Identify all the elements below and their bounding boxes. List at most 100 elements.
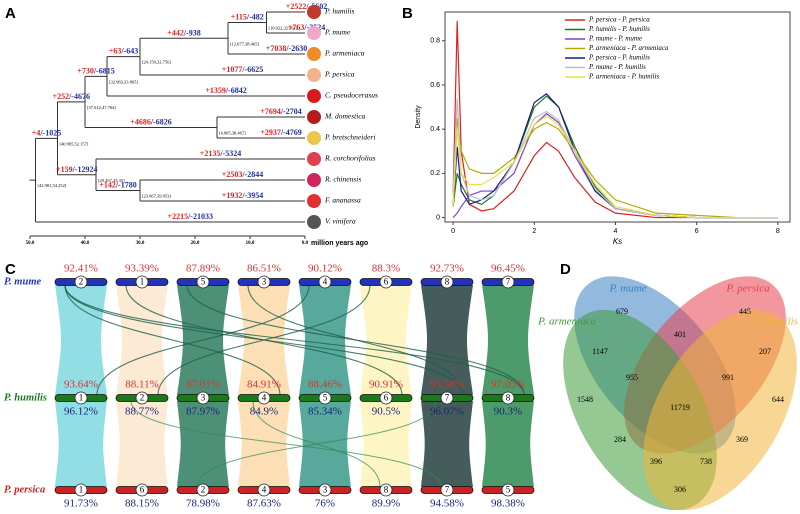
species-icon (307, 131, 321, 145)
branch-label: +4686/-6826 (130, 117, 171, 126)
branch-label: +115/-482 (231, 12, 264, 21)
gain: +1077 (222, 65, 243, 74)
identity-bottom: 88.15% (125, 498, 159, 510)
chromosome-badge (379, 391, 393, 405)
gain: +4686 (130, 117, 151, 126)
gain: +1932 (222, 191, 243, 200)
gain: +7694 (260, 107, 281, 116)
branch-label: +2215/-21033 (168, 212, 213, 221)
chromosome-badge (440, 391, 454, 405)
x-tick-label: 6 (695, 228, 699, 235)
synteny-band (482, 285, 534, 395)
legend-label: P. armeniaca - P. humilis (588, 73, 659, 81)
chromosome-id: 2 (79, 277, 84, 287)
x-tick-label: 2 (532, 228, 536, 235)
panel-label: D (560, 261, 571, 278)
gain: +159 (56, 165, 73, 174)
chromosome-id: 1 (140, 277, 145, 287)
node-ci: [42.981,54.252] (38, 183, 67, 189)
set-name: P. humilis (754, 316, 798, 328)
chromosome-id: 8 (384, 485, 389, 495)
gain: +2135 (200, 149, 221, 158)
synteny-link (64, 284, 281, 396)
set-ellipse (643, 309, 797, 511)
region-count: 11719 (670, 403, 690, 412)
synteny-band (55, 401, 107, 487)
synteny-link (130, 400, 442, 488)
legend-label: P. mume - P. humilis (588, 63, 646, 71)
chromosome-id: 4 (323, 277, 328, 287)
density-line (452, 92, 778, 219)
gain: +442 (167, 28, 184, 37)
node-ci: [40.985,52.157] (60, 141, 89, 147)
loss: /-1025 (39, 128, 61, 137)
x-tick-label: 40.0 (81, 241, 90, 246)
chromosome-id: 2 (140, 393, 145, 403)
branch-label: +252/-4676 (53, 92, 90, 101)
species-name: P. humilis (324, 7, 355, 16)
chromosome-id: 3 (262, 277, 267, 287)
node-ci: [37.612,47.764] (87, 105, 116, 111)
synteny-band (177, 401, 229, 487)
loss: /-6815 (93, 66, 115, 75)
identity-bottom: 85.34% (308, 406, 342, 418)
species-name: F. ananassa (324, 196, 361, 205)
loss: /-4676 (68, 92, 90, 101)
loss: /-3954 (241, 191, 263, 200)
set-name: P. mume (608, 283, 646, 295)
genome-name: P. persica (4, 484, 45, 495)
legend-label: P. humilis - P. humilis (588, 25, 650, 33)
synteny-band (360, 401, 412, 487)
species-name: M. domestica (324, 112, 366, 121)
chromosome-id: 6 (384, 277, 389, 287)
x-tick-label: 50.0 (26, 241, 35, 246)
genome-name: P. humilis (4, 392, 47, 403)
chromosome-badge (501, 275, 515, 289)
branch-label: +2522/-5602 (286, 2, 327, 11)
synteny-band (299, 401, 351, 487)
region-count: 1147 (592, 347, 608, 356)
branch-label: +1932/-3954 (222, 191, 263, 200)
branch-label: +1077/-6625 (222, 65, 263, 74)
species-name: V. vinifera (325, 217, 356, 226)
chromosome-badge (501, 483, 515, 497)
gain: +142 (99, 180, 116, 189)
loss: /-2630 (285, 44, 307, 53)
synteny-band (421, 401, 473, 487)
loss: /-21033 (187, 212, 213, 221)
synteny-band (55, 285, 107, 395)
y-tick-label: 0.2 (430, 170, 440, 177)
chromosome-badge (257, 275, 271, 289)
chromosome-badge (135, 391, 149, 405)
species-name: P. persica (324, 70, 355, 79)
identity-bottom: 89.9% (372, 498, 400, 510)
x-axis-label: million years ago (311, 240, 368, 247)
chromosome-id: 2 (201, 485, 206, 495)
identity-bottom: 91.73% (64, 498, 98, 510)
chromosome-badge (257, 391, 271, 405)
gain: +2503 (222, 170, 243, 179)
species-icon (307, 89, 321, 103)
x-tick-label: 4 (614, 228, 618, 235)
set-name: P. persica (725, 283, 770, 295)
region-count: 284 (614, 435, 626, 444)
synteny-band (299, 285, 351, 395)
identity-bottom: 87.97% (186, 406, 220, 418)
synteny-band (421, 285, 473, 395)
loss: /-938 (183, 28, 201, 37)
identity-bottom: 78.98% (186, 498, 220, 510)
genome-name: P. mume (4, 276, 41, 287)
chromosome-badge (379, 275, 393, 289)
identity-top: 93.64% (64, 379, 98, 391)
chromosome-id: 1 (79, 485, 84, 495)
chromosome-badge (196, 391, 210, 405)
chromosome-badge (196, 275, 210, 289)
loss: /-6842 (225, 86, 247, 95)
legend-label: P. persica - P. persica (588, 16, 650, 24)
branch-label: +7694/-2704 (260, 107, 301, 116)
chromosome-id: 6 (140, 485, 145, 495)
species-icon (307, 152, 321, 166)
chromosome-badge (440, 483, 454, 497)
identity-top: 88.3% (372, 263, 400, 275)
chromosome-badge (196, 483, 210, 497)
